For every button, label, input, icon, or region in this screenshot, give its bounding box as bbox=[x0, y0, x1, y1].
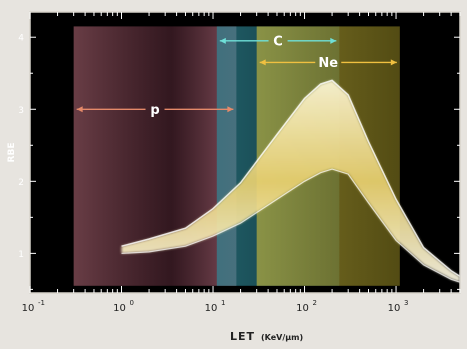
region-label-p: p bbox=[150, 103, 159, 118]
x-tick-label: 10 bbox=[22, 303, 35, 314]
arrow-p: p bbox=[76, 103, 234, 118]
x-tick-label: 10 bbox=[205, 303, 218, 314]
x-tick-label: 10 bbox=[388, 303, 401, 314]
x-tick-label: 10 bbox=[296, 303, 309, 314]
rbe-band-lower-edge bbox=[121, 168, 461, 283]
region-label-ne: Ne bbox=[318, 56, 338, 71]
y-tick-label: 2 bbox=[18, 178, 24, 188]
x-tick-exponent: 0 bbox=[130, 299, 134, 307]
y-tick-label: 1 bbox=[18, 250, 24, 260]
x-tick-label: 10 bbox=[113, 303, 126, 314]
y-tick-label: 4 bbox=[18, 34, 24, 44]
x-axis-title: LET bbox=[230, 330, 255, 343]
axes-layer bbox=[29, 11, 461, 294]
x-tick-exponent: 1 bbox=[221, 299, 225, 307]
arrow-ne: Ne bbox=[259, 56, 397, 71]
arrows-layer: p C Ne bbox=[76, 34, 397, 118]
x-tick-exponent: 2 bbox=[313, 299, 317, 307]
x-axis-unit: (KeV/μm) bbox=[261, 333, 303, 342]
rbe-band bbox=[121, 80, 460, 283]
plot-frame bbox=[29, 11, 461, 294]
y-axis-title: RBE bbox=[7, 143, 17, 163]
x-tick-exponent: 3 bbox=[404, 299, 408, 307]
band-layer bbox=[121, 79, 461, 283]
x-tick-exponent: -1 bbox=[38, 299, 45, 307]
region-label-c: C bbox=[273, 34, 283, 49]
arrow-c: C bbox=[219, 34, 337, 49]
y-tick-label: 3 bbox=[18, 106, 24, 116]
rbe-band-upper-edge bbox=[121, 79, 461, 278]
